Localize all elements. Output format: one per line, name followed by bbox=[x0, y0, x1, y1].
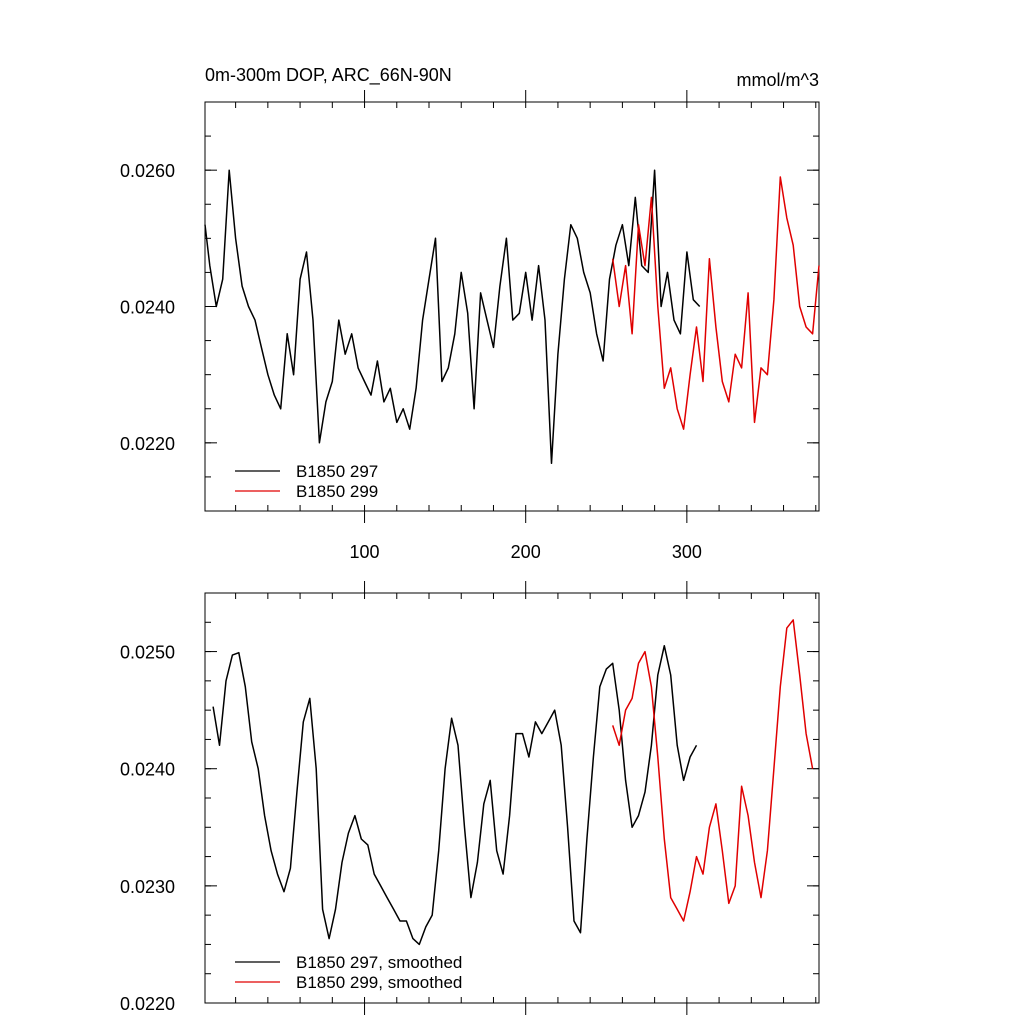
legend-label-b1850-299: B1850 299 bbox=[296, 482, 378, 501]
bottom-legend: B1850 297, smoothed B1850 299, smoothed bbox=[235, 953, 462, 992]
top-panel: 0m-300m DOP, ARC_66N-90N mmol/m^3 0.0220… bbox=[120, 65, 820, 562]
top-series bbox=[204, 169, 820, 465]
x-tick-label: 300 bbox=[672, 542, 702, 562]
legend-label-b1850-299-smoothed: B1850 299, smoothed bbox=[296, 973, 462, 992]
y-tick-label: 0.0220 bbox=[120, 434, 175, 454]
bottom-panel: 0.0220 0.0230 0.0240 0.0250 B1850 297, smoo… bbox=[120, 581, 820, 1015]
bottom-ticks: 0.0220 0.0230 0.0240 0.0250 bbox=[120, 581, 819, 1015]
series-line-b1850-299 bbox=[611, 176, 820, 430]
series-line-b1850-297 bbox=[204, 169, 701, 465]
top-legend: B1850 297 B1850 299 bbox=[235, 462, 378, 501]
y-tick-label: 0.0240 bbox=[120, 760, 175, 780]
y-tick-label: 0.0220 bbox=[120, 994, 175, 1014]
top-ticks: 0.0220 0.0240 0.0260 100 200 300 bbox=[120, 90, 819, 562]
series-line-b1850-297-smoothed bbox=[212, 644, 698, 946]
y-tick-label: 0.0250 bbox=[120, 643, 175, 663]
legend-label-b1850-297: B1850 297 bbox=[296, 462, 378, 481]
x-tick-label: 200 bbox=[511, 542, 541, 562]
legend-label-b1850-297-smoothed: B1850 297, smoothed bbox=[296, 953, 462, 972]
top-chart-title: 0m-300m DOP, ARC_66N-90N bbox=[205, 65, 452, 86]
y-tick-label: 0.0230 bbox=[120, 877, 175, 897]
y-tick-label: 0.0260 bbox=[120, 161, 175, 181]
y-tick-label: 0.0240 bbox=[120, 298, 175, 318]
series-line-b1850-299-smoothed bbox=[611, 619, 814, 922]
x-tick-label: 100 bbox=[350, 542, 380, 562]
top-chart-units: mmol/m^3 bbox=[737, 70, 819, 90]
bottom-series bbox=[212, 619, 814, 946]
